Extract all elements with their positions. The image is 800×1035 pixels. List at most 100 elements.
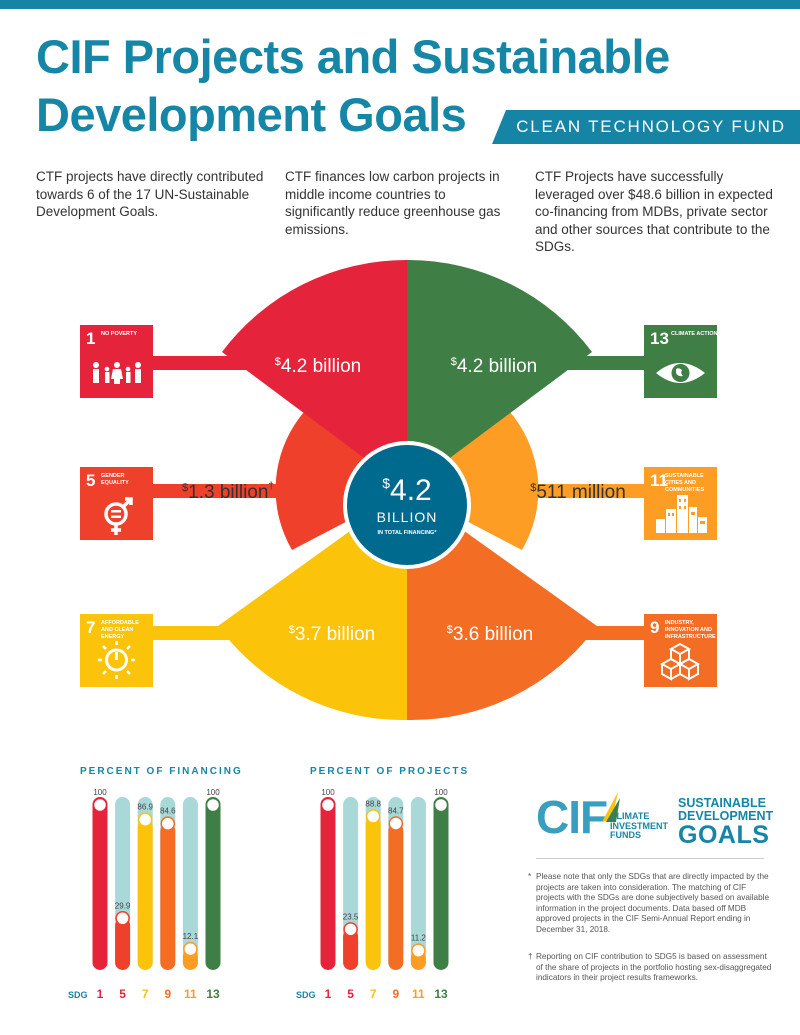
- center-caption: IN TOTAL FINANCING*: [378, 530, 438, 536]
- value-label: 23.5: [343, 912, 359, 921]
- label-sdg7: $3.7 billion: [289, 624, 375, 645]
- label-sdg11: $511 million: [530, 482, 626, 503]
- category-label: 11: [412, 987, 425, 1001]
- bar-track: [433, 797, 449, 970]
- value-label: 100: [93, 788, 107, 797]
- value-label: 86.9: [137, 803, 153, 812]
- bar-marker: [433, 797, 449, 813]
- sdg-tile-1: 1 NO POVERTY: [80, 325, 153, 398]
- value-label: 12.1: [183, 932, 199, 941]
- bar-track: [410, 797, 426, 970]
- sdg-number: 7: [86, 618, 96, 637]
- bar-marker: [388, 816, 404, 831]
- sdg-number: 1: [86, 329, 96, 348]
- category-label: 13: [434, 987, 448, 1001]
- label-sdg13: $4.2 billion: [451, 356, 537, 377]
- top-accent-bar: [0, 0, 800, 9]
- bar: [115, 918, 131, 970]
- sdg-tile-13: 13 CLIMATE ACTION: [644, 325, 717, 398]
- segment-sdg13: [407, 259, 592, 490]
- cif-logo-subtitle: CLIMATE INVESTMENT FUNDS: [610, 811, 669, 840]
- bar-marker: [160, 816, 176, 831]
- sdg-name: SUSTAINABLE CITIES AND COMMUNITIES: [665, 473, 705, 493]
- center-unit: BILLION: [377, 509, 438, 525]
- bar: [343, 929, 359, 970]
- sdg-number: 11: [650, 471, 668, 490]
- sdg-name: AFFORDABLE AND CLEAN ENERGY: [101, 620, 139, 640]
- label-sdg9: $3.6 billion: [447, 624, 533, 645]
- chart-title-projects: PERCENT OF PROJECTS: [310, 766, 470, 777]
- intro-text-1: CTF projects have directly contributed t…: [36, 169, 264, 219]
- category-label: 5: [119, 987, 126, 1001]
- cif-logo: CIF CLIMATE INVESTMENT FUNDS: [536, 790, 669, 850]
- bar: [160, 823, 176, 970]
- bar: [137, 819, 153, 970]
- fund-banner: CLEAN TECHNOLOGY FUND: [492, 110, 800, 144]
- bar-marker: [365, 809, 381, 824]
- sdg-tile-11: 11 SUSTAINABLE CITIES AND COMMUNITIES: [644, 467, 717, 540]
- bar-track: [92, 797, 108, 970]
- power-sun-icon: [98, 641, 135, 679]
- intro-text-3: CTF Projects have successfully leveraged…: [535, 169, 773, 254]
- footnote-2: † Reporting on CIF contribution to SDG5 …: [528, 952, 772, 982]
- label-sdg1: $4.2 billion: [275, 356, 361, 377]
- category-label: 1: [97, 987, 104, 1001]
- sdg-logo: SUSTAINABLE DEVELOPMENT GOALS: [678, 796, 774, 849]
- value-label: 84.7: [388, 806, 404, 815]
- bar: [365, 816, 381, 970]
- title-line-1: CIF Projects and Sustainable: [36, 30, 670, 83]
- cif-logo-letters: CIF: [536, 791, 608, 843]
- projects-bars: SDG 100 1 23.5 5 88.8 7 84.7 9 11.2 11 100 13: [296, 788, 449, 1001]
- title-line-2: Development Goals: [36, 88, 467, 141]
- sdg-name: GENDER EQUALITY: [101, 473, 129, 486]
- bar-marker: [320, 797, 336, 813]
- value-label: 29.9: [115, 901, 131, 910]
- category-label: 5: [347, 987, 354, 1001]
- value-label: 88.8: [365, 799, 381, 808]
- sdg-name: INDUSTRY, INNOVATION AND INFRASTRUCTURE: [665, 620, 716, 640]
- bar: [388, 823, 404, 970]
- bar-marker: [205, 797, 221, 813]
- bar-track: [182, 797, 198, 970]
- intro-text-2: CTF finances low carbon projects in midd…: [285, 169, 501, 237]
- label-sdg5: $1.3 billion†: [182, 481, 274, 503]
- sdg-number: 5: [86, 471, 96, 490]
- financing-bars: SDG 100 1 29.9 5 86.9 7 84.6 9 12.1 11 100 13: [68, 788, 221, 1001]
- center-circle: [347, 445, 467, 565]
- gender-equality-icon: [104, 497, 133, 535]
- sdg-tile-5: 5 GENDER EQUALITY: [80, 467, 153, 540]
- chart-title-financing: PERCENT OF FINANCING: [80, 766, 243, 777]
- bar-track: [320, 797, 336, 970]
- sdg-number: 9: [650, 618, 660, 637]
- leaf-mark-icon: [602, 792, 620, 822]
- sdg-tile-7: 7 AFFORDABLE AND CLEAN ENERGY: [80, 614, 153, 687]
- sdg-name: NO POVERTY: [101, 331, 138, 337]
- value-label: 100: [434, 788, 448, 797]
- bar-marker: [115, 911, 130, 926]
- category-label: 7: [370, 987, 377, 1001]
- sdg-tile-9: 9 INDUSTRY, INNOVATION AND INFRASTRUCTUR…: [644, 614, 717, 687]
- segment-sdg1: [222, 259, 407, 490]
- x-axis-label: SDG: [296, 990, 316, 1000]
- value-label: 11.2: [411, 934, 427, 943]
- eye-globe-icon: [656, 363, 705, 383]
- category-label: 1: [325, 987, 332, 1001]
- bar-marker: [92, 797, 108, 813]
- bar-marker: [137, 812, 153, 827]
- footnote-1: * Please note that only the SDGs that ar…: [528, 872, 770, 934]
- bar-marker: [343, 922, 358, 937]
- value-label: 84.6: [160, 807, 176, 816]
- center-amount: $4.2: [382, 474, 432, 507]
- category-label: 9: [392, 987, 399, 1001]
- cubes-icon: [659, 642, 701, 681]
- category-label: 9: [164, 987, 171, 1001]
- category-label: 7: [142, 987, 149, 1001]
- city-buildings-icon: [656, 495, 707, 533]
- value-label: 100: [321, 788, 335, 797]
- bar-track: [205, 797, 221, 970]
- sdg-number: 13: [650, 329, 669, 348]
- category-label: 11: [184, 987, 197, 1001]
- people-family-icon: [93, 362, 141, 384]
- x-axis-label: SDG: [68, 990, 88, 1000]
